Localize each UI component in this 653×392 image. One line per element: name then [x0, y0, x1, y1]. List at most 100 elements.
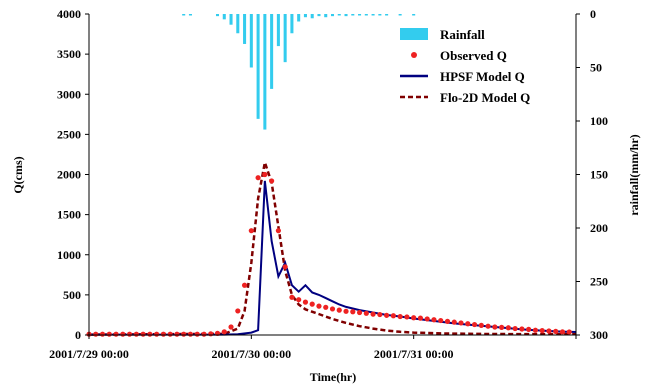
- observed-point: [418, 316, 423, 321]
- observed-point: [337, 308, 342, 313]
- observed-point: [147, 332, 152, 337]
- rainfall-bar: [345, 14, 348, 16]
- rainfall-bar: [182, 14, 185, 16]
- observed-point: [540, 328, 545, 333]
- observed-point: [553, 329, 558, 334]
- observed-point: [256, 175, 261, 180]
- observed-point: [492, 324, 497, 329]
- y-left-tick-label: 0: [75, 328, 81, 342]
- observed-point: [228, 324, 233, 329]
- rainfall-bar: [311, 14, 314, 18]
- rainfall-bar: [257, 14, 260, 119]
- y-right-tick-label: 50: [590, 61, 602, 75]
- observed-point: [513, 326, 518, 331]
- observed-point: [161, 332, 166, 337]
- observed-point: [120, 332, 125, 337]
- y-left-tick-label: 500: [63, 288, 81, 302]
- rainfall-bar: [358, 14, 361, 16]
- axes: 0 500 1000 1500 2000 2500 3000 3500 4000 0 50 100 15…: [49, 7, 608, 361]
- observed-point: [458, 320, 463, 325]
- observed-point: [370, 312, 375, 317]
- observed-point: [195, 332, 200, 337]
- observed-point: [350, 309, 355, 314]
- y-right-tick-label: 150: [590, 168, 608, 182]
- observed-point: [283, 264, 288, 269]
- rainfall-bar: [338, 14, 341, 16]
- y-left-tick-label: 3000: [57, 87, 81, 101]
- observed-point: [168, 332, 173, 337]
- x-tick-label: 2001/7/30 00:00: [211, 347, 291, 361]
- rainfall-bar: [236, 14, 239, 33]
- rainfall-bar: [304, 14, 307, 17]
- observed-point: [404, 314, 409, 319]
- legend-flo2d-label: Flo-2D Model Q: [440, 90, 530, 105]
- rainfall-bar: [270, 14, 273, 89]
- observed-point: [154, 332, 159, 337]
- observed-point: [546, 328, 551, 333]
- observed-point: [235, 308, 240, 313]
- observed-point: [485, 324, 490, 329]
- observed-point: [310, 302, 315, 307]
- observed-point: [107, 332, 112, 337]
- rainfall-bar: [399, 14, 402, 16]
- observed-point: [289, 295, 294, 300]
- observed-point: [384, 313, 389, 318]
- rainfall-bar: [331, 14, 334, 16]
- observed-point: [533, 328, 538, 333]
- observed-point: [411, 315, 416, 320]
- legend-rainfall-swatch: [400, 28, 428, 40]
- observed-point: [249, 228, 254, 233]
- observed-point: [222, 329, 227, 334]
- observed-point: [208, 331, 213, 336]
- observed-point: [452, 320, 457, 325]
- observed-point: [364, 311, 369, 316]
- legend: Rainfall Observed Q HPSF Model Q Flo-2D Mod…: [400, 27, 530, 105]
- rainfall-bar: [284, 14, 287, 62]
- observed-point: [188, 332, 193, 337]
- observed-point: [113, 332, 118, 337]
- observed-point: [499, 325, 504, 330]
- observed-point: [343, 309, 348, 314]
- rainfall-bar: [250, 14, 253, 68]
- observed-point: [141, 332, 146, 337]
- x-axis-label: Time(hr): [310, 370, 356, 384]
- y-right-tick-label: 100: [590, 114, 608, 128]
- rainfall-bar: [317, 14, 320, 16]
- observed-point: [181, 332, 186, 337]
- observed-point: [445, 319, 450, 324]
- rainfall-bar: [263, 14, 266, 130]
- observed-point: [391, 313, 396, 318]
- observed-point: [465, 321, 470, 326]
- y-right-tick-label: 0: [590, 7, 596, 21]
- rainfall-bar: [297, 14, 300, 21]
- observed-point: [567, 329, 572, 334]
- observed-point: [438, 318, 443, 323]
- legend-hpsf-label: HPSF Model Q: [440, 69, 525, 84]
- rainfall-bar: [277, 14, 280, 46]
- observed-point: [472, 322, 477, 327]
- observed-point: [357, 310, 362, 315]
- observed-point: [398, 314, 403, 319]
- observed-point: [425, 316, 430, 321]
- observed-point: [479, 323, 484, 328]
- rainfall-bar: [378, 14, 381, 16]
- observed-point: [276, 228, 281, 233]
- observed-point: [316, 304, 321, 309]
- rainfall-bar: [290, 14, 293, 33]
- observed-point: [201, 332, 206, 337]
- rainfall-bar: [230, 14, 233, 25]
- observed-point: [519, 326, 524, 331]
- rainfall-bar: [365, 14, 368, 16]
- y-axis-right-label: rainfall(mm/hr): [627, 134, 641, 215]
- rainfall-bar: [385, 14, 388, 16]
- observed-point: [174, 332, 179, 337]
- rainfall-bar: [324, 14, 327, 17]
- rainfall-bar: [412, 14, 415, 16]
- rainfall-bar: [243, 14, 246, 44]
- observed-point: [269, 178, 274, 183]
- observed-point: [560, 329, 565, 334]
- rainfall-bar: [216, 14, 219, 16]
- hpsf-model-line: [89, 181, 576, 335]
- observed-point: [526, 327, 531, 332]
